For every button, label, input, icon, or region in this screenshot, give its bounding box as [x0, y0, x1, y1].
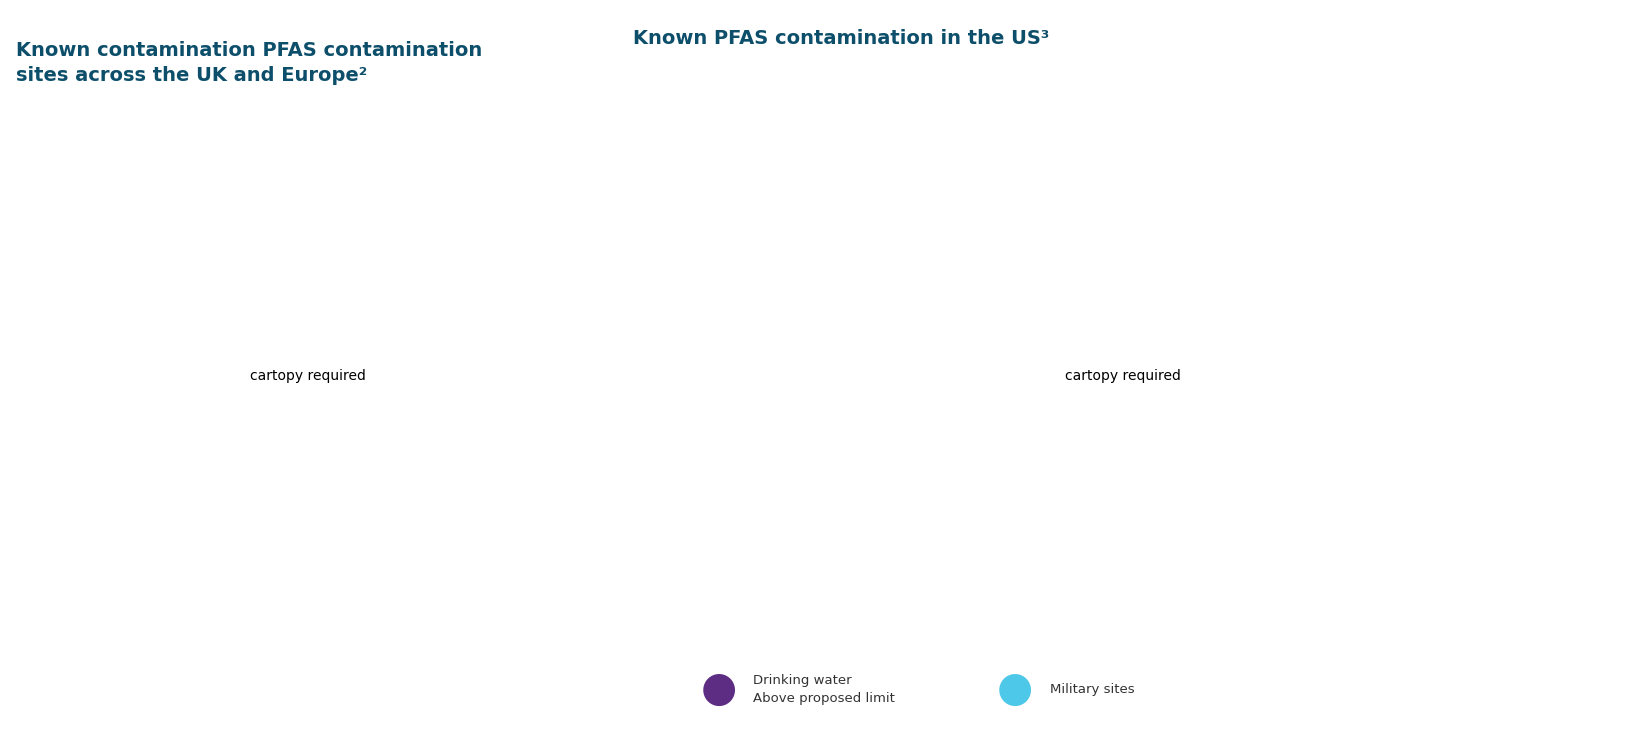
- Text: Drinking water
Above proposed limit: Drinking water Above proposed limit: [753, 674, 895, 705]
- Text: ●: ●: [997, 668, 1033, 710]
- Text: ●: ●: [701, 668, 737, 710]
- Text: Known contamination PFAS contamination
sites across the UK and Europe²: Known contamination PFAS contamination s…: [16, 41, 482, 85]
- Text: cartopy required: cartopy required: [1064, 369, 1181, 383]
- Text: cartopy required: cartopy required: [250, 369, 367, 383]
- Text: Military sites: Military sites: [1050, 682, 1133, 696]
- Text: Known PFAS contamination in the US³: Known PFAS contamination in the US³: [633, 29, 1050, 49]
